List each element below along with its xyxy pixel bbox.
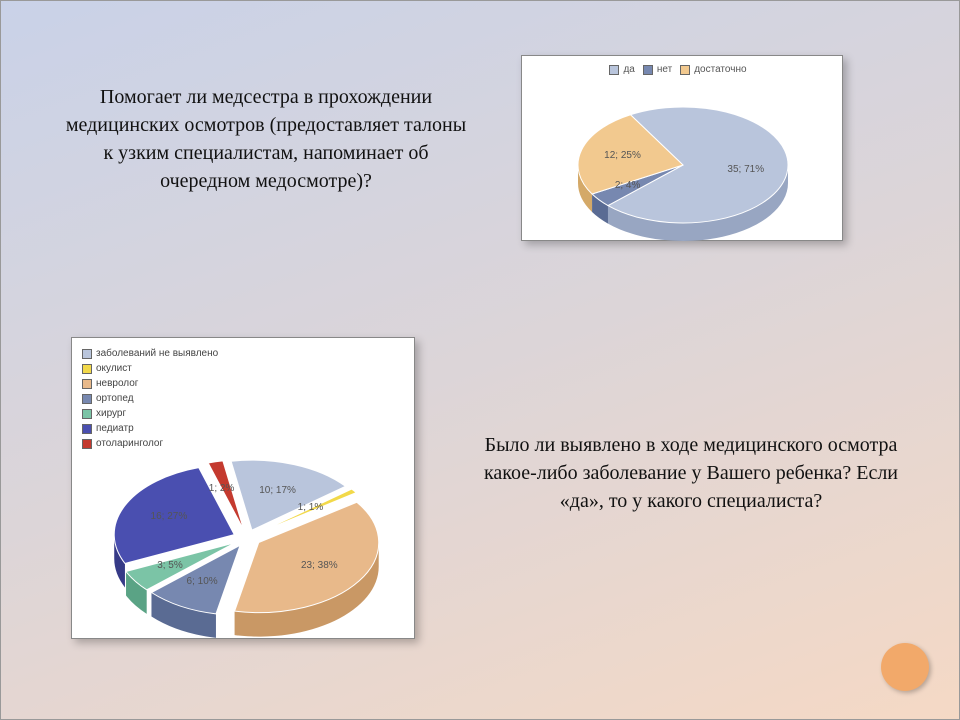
legend-swatch-icon (643, 65, 653, 75)
slice-label: 6; 10% (187, 576, 218, 587)
legend-item: нет (643, 64, 672, 75)
slice-label: 12; 25% (604, 150, 641, 161)
chart-1-legend: да нет достаточно (522, 62, 842, 77)
legend-label: заболеваний не выявлено (96, 348, 218, 359)
chart-2-container: заболеваний не выявлено окулист невролог ор… (71, 337, 415, 639)
legend-swatch-icon (82, 394, 92, 404)
slice-label: 1; 2% (209, 483, 235, 494)
chart-2-plot: 10; 17%1; 1% 23; 38% 6; 10% 3; 5% 16; 27% 1; … (72, 438, 414, 638)
legend-item: достаточно (680, 64, 746, 75)
chart-2-legend: заболеваний не выявлено окулист невролог ор… (82, 346, 404, 451)
legend-label: хирург (96, 408, 126, 419)
legend-label: да (623, 64, 634, 75)
legend-item: да (609, 64, 634, 75)
legend-item: окулист (82, 363, 238, 374)
slice-label: 16; 27% (151, 511, 188, 522)
chart-1-plot: 35; 71% 2; 4% 12; 25% (522, 80, 842, 240)
slice-label: 2; 4% (615, 180, 641, 191)
legend-swatch-icon (82, 424, 92, 434)
legend-label: ортопед (96, 393, 134, 404)
chart-1-container: да нет достаточно 35; 71% 2; 4% 12; 25% (521, 55, 843, 241)
slice-label: 3; 5% (157, 560, 183, 571)
legend-item: заболеваний не выявлено (82, 348, 238, 359)
legend-swatch-icon (680, 65, 690, 75)
legend-swatch-icon (82, 364, 92, 374)
legend-swatch-icon (82, 349, 92, 359)
slice-label: 1; 1% (298, 502, 324, 513)
legend-swatch-icon (82, 379, 92, 389)
legend-swatch-icon (609, 65, 619, 75)
legend-item: невролог (82, 378, 238, 389)
slice-label: 35; 71% (727, 164, 764, 175)
legend-label: невролог (96, 378, 138, 389)
legend-label: достаточно (694, 64, 746, 75)
question-2-text: Было ли выявлено в ходе медицинского осм… (481, 431, 901, 515)
chart-2-svg (72, 438, 416, 640)
chart-1-svg (522, 80, 844, 242)
legend-item: ортопед (82, 393, 238, 404)
corner-decoration-icon (881, 643, 929, 691)
legend-item: хирург (82, 408, 238, 419)
legend-swatch-icon (82, 409, 92, 419)
slice-label: 23; 38% (301, 560, 338, 571)
slice-label: 10; 17% (259, 485, 296, 496)
legend-label: педиатр (96, 423, 134, 434)
legend-label: окулист (96, 363, 132, 374)
legend-label: нет (657, 64, 672, 75)
legend-item: педиатр (82, 423, 238, 434)
question-1-text: Помогает ли медсестра в прохождении меди… (61, 83, 471, 195)
